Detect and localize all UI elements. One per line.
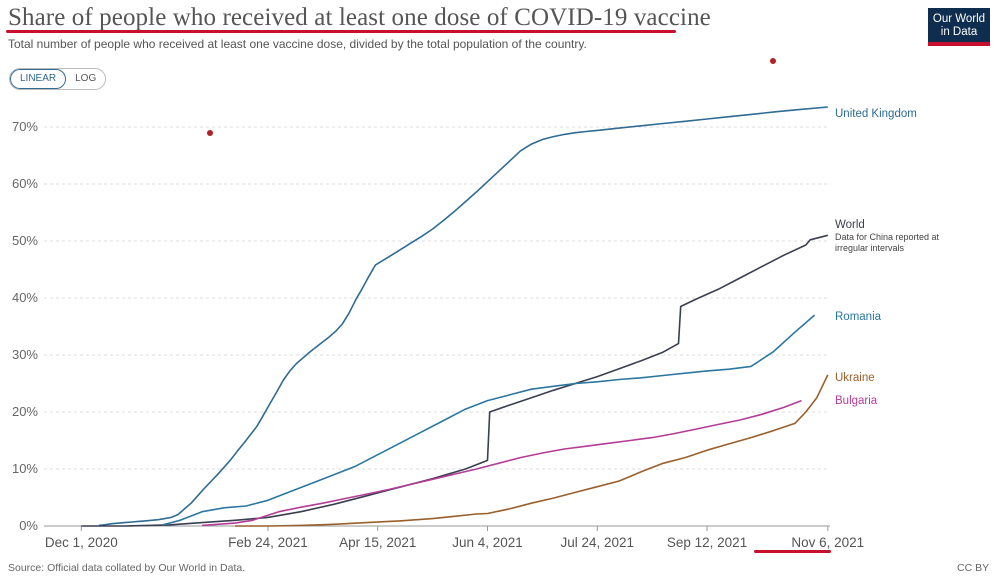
x-tick-label: Jun 4, 2021 [452, 535, 523, 550]
series-line-ukraine [235, 374, 829, 527]
logo-line-2: in Data [940, 26, 978, 38]
logo-red-bar [928, 42, 990, 46]
series-label-world: World [835, 219, 865, 231]
series-lines [81, 106, 829, 527]
x-tick-label: Sep 12, 2021 [667, 535, 747, 550]
linear-scale-button[interactable]: LINEAR [10, 69, 67, 89]
date-red-underline [754, 550, 831, 553]
world-annotation-line-2: irregular intervals [835, 243, 905, 253]
y-tick-label: 70% [12, 119, 38, 134]
annotation-dot-1 [207, 130, 213, 136]
x-tick-label: Nov 6, 2021 [791, 535, 864, 550]
y-tick-label: 60% [12, 176, 38, 191]
y-tick-label: 50% [12, 233, 38, 248]
log-scale-button[interactable]: LOG [75, 73, 97, 84]
series-line-bulgaria [202, 399, 802, 527]
y-tick-label: 10% [12, 461, 38, 476]
series-line-world [81, 234, 828, 527]
logo-line-1: Our World [932, 13, 986, 25]
world-annotation-line-1: Data for China reported at [835, 232, 940, 242]
y-tick-label: 40% [12, 290, 38, 305]
x-tick-label: Apr 15, 2021 [339, 535, 416, 550]
x-tick-label: Dec 1, 2020 [45, 535, 118, 550]
series-label-bulgaria: Bulgaria [835, 395, 878, 407]
x-tick-label: Feb 24, 2021 [228, 535, 308, 550]
chart-title: Share of people who received at least on… [8, 4, 711, 31]
series-label-romania: Romania [835, 311, 882, 323]
series-labels: United Kingdom World Romania Ukraine Bulgari… [835, 108, 940, 407]
annotation-dot-2 [770, 58, 776, 64]
axes: 0% 10% 20% 30% 40% 50% 60% 70% Dec 1, 2020 Feb 24… [12, 119, 864, 550]
license-label[interactable]: CC BY [957, 562, 990, 574]
series-label-ukraine: Ukraine [835, 372, 875, 384]
x-tick-label: Jul 24, 2021 [560, 535, 634, 550]
y-tick-label: 0% [19, 518, 38, 533]
chart-subtitle: Total number of people who received at l… [8, 37, 587, 51]
owid-logo[interactable]: Our World in Data [928, 8, 990, 46]
series-line-romania [162, 314, 816, 526]
series-label-uk: United Kingdom [835, 108, 917, 120]
source-note[interactable]: Source: Official data collated by Our Wo… [8, 562, 246, 574]
title-red-underline [6, 30, 676, 33]
y-tick-label: 20% [12, 404, 38, 419]
y-tick-label: 30% [12, 347, 38, 362]
gridlines [44, 126, 830, 470]
series-line-uk [98, 106, 828, 527]
scale-toggle: LINEAR LOG [9, 68, 107, 90]
